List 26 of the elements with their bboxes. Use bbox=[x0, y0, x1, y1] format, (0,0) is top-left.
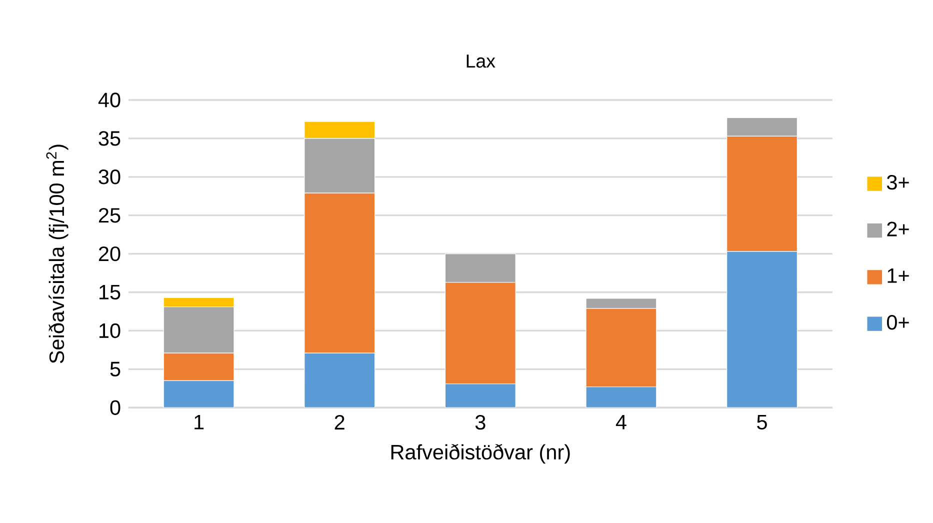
chart-title: Lax bbox=[466, 54, 496, 68]
legend-label: 0+ bbox=[886, 315, 909, 330]
bar bbox=[304, 352, 376, 408]
y-tick-label: 35 bbox=[98, 131, 120, 146]
legend-label: 3+ bbox=[886, 174, 909, 190]
x-tick-label: 4 bbox=[616, 414, 626, 430]
bar bbox=[726, 251, 798, 408]
y-tick-label: 0 bbox=[110, 400, 120, 415]
bar bbox=[163, 380, 234, 408]
legend-label: 2+ bbox=[887, 222, 909, 236]
legend-label: 1+ bbox=[888, 268, 909, 283]
x-tick-label: 2 bbox=[334, 414, 344, 430]
y-tick-label: 25 bbox=[98, 208, 120, 223]
x-tick-label: 1 bbox=[194, 414, 204, 430]
y-axis-title: Seiðavísitala (fj/100 m$^{2}$) bbox=[46, 144, 68, 364]
y-tick-label: 20 bbox=[98, 246, 120, 262]
y-tick-label: 30 bbox=[98, 170, 120, 184]
bar bbox=[586, 386, 657, 408]
y-tick-label: 10 bbox=[100, 323, 120, 338]
x-tick-label: 5 bbox=[757, 414, 767, 430]
y-tick-label: 15 bbox=[100, 284, 120, 300]
x-axis-title: Rafveiðistöðvar (nr) bbox=[391, 444, 570, 464]
y-tick-label: 5 bbox=[110, 362, 120, 376]
bar bbox=[444, 383, 516, 408]
y-tick-label: 40 bbox=[98, 92, 120, 108]
x-tick-label: 3 bbox=[475, 414, 486, 430]
